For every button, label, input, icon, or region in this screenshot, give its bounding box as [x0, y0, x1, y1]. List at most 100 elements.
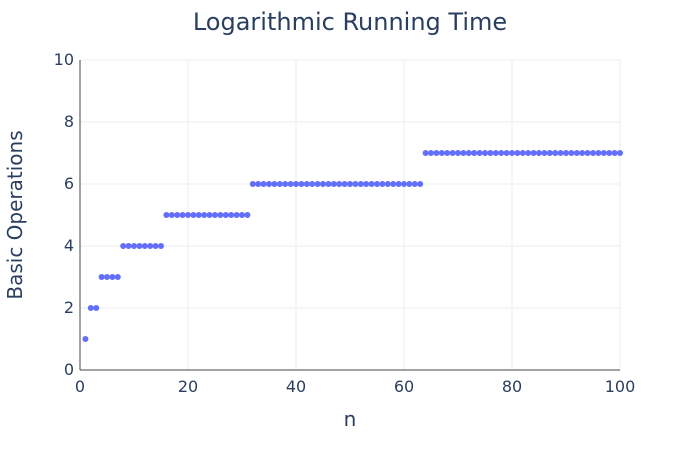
chart-title: Logarithmic Running Time	[193, 8, 507, 36]
data-point	[303, 181, 310, 187]
data-point	[249, 181, 256, 187]
data-point	[233, 212, 240, 218]
data-point	[455, 150, 461, 156]
data-point	[363, 181, 370, 187]
data-point	[557, 150, 564, 156]
data-point	[341, 181, 348, 187]
data-point	[573, 150, 580, 156]
data-point	[206, 212, 213, 218]
data-point	[168, 212, 175, 218]
data-point	[482, 150, 488, 156]
y-tick-label: 8	[64, 112, 74, 131]
data-point	[368, 181, 375, 187]
data-point	[428, 150, 434, 156]
data-point	[314, 181, 321, 187]
data-point	[487, 150, 494, 156]
grid-lines	[80, 59, 621, 370]
y-tick-label: 0	[64, 360, 74, 379]
data-point	[179, 212, 186, 218]
data-point	[287, 181, 294, 187]
data-point	[298, 181, 305, 187]
data-point	[244, 212, 251, 218]
data-point	[222, 212, 229, 218]
data-point	[87, 305, 94, 311]
data-point	[309, 181, 316, 187]
data-point	[406, 181, 413, 187]
data-point	[136, 243, 143, 249]
data-point	[606, 150, 613, 156]
data-point	[109, 274, 116, 280]
data-point	[330, 181, 337, 187]
data-point	[568, 150, 575, 156]
data-point	[104, 274, 110, 280]
data-point	[260, 181, 267, 187]
data-point	[617, 150, 623, 156]
data-point	[147, 243, 154, 249]
data-point	[433, 150, 440, 156]
data-point	[552, 150, 559, 156]
data-point	[584, 150, 591, 156]
data-point	[195, 212, 202, 218]
data-point	[476, 150, 483, 156]
data-point	[611, 150, 618, 156]
data-point	[546, 150, 553, 156]
data-point	[271, 181, 278, 187]
data-point	[293, 181, 299, 187]
data-points	[82, 150, 623, 342]
x-tick-label: 60	[394, 377, 414, 396]
x-tick-label: 0	[75, 377, 85, 396]
y-tick-label: 2	[64, 298, 74, 317]
data-point	[541, 150, 548, 156]
data-point	[239, 212, 245, 218]
data-point	[82, 336, 89, 342]
data-point	[141, 243, 148, 249]
data-point	[201, 212, 208, 218]
data-point	[276, 181, 283, 187]
data-point	[514, 150, 521, 156]
data-point	[255, 181, 262, 187]
data-point	[212, 212, 218, 218]
data-point	[417, 181, 424, 187]
data-point	[357, 181, 364, 187]
x-tick-label: 100	[605, 377, 636, 396]
data-point	[579, 150, 586, 156]
x-tick-label: 40	[286, 377, 306, 396]
data-point	[519, 150, 526, 156]
data-point	[525, 150, 532, 156]
data-point	[114, 274, 121, 280]
data-point	[600, 150, 607, 156]
data-point	[465, 150, 472, 156]
axes	[79, 60, 620, 371]
data-point	[503, 150, 510, 156]
data-point	[374, 181, 380, 187]
data-point	[93, 305, 100, 311]
data-point	[390, 181, 397, 187]
data-point	[228, 212, 235, 218]
data-point	[498, 150, 505, 156]
data-point	[174, 212, 181, 218]
data-point	[347, 181, 353, 187]
data-point	[131, 243, 137, 249]
data-point	[158, 243, 164, 249]
x-axis-title: n	[344, 407, 357, 431]
y-axis-title: Basic Operations	[3, 130, 27, 299]
data-point	[438, 150, 445, 156]
data-point	[320, 181, 326, 187]
data-point	[509, 150, 515, 156]
data-point	[590, 150, 596, 156]
data-point	[120, 243, 127, 249]
x-tick-label: 20	[178, 377, 198, 396]
data-point	[352, 181, 359, 187]
data-point	[336, 181, 343, 187]
data-point	[563, 150, 569, 156]
data-point	[190, 212, 197, 218]
data-point	[401, 181, 407, 187]
data-point	[266, 181, 272, 187]
data-point	[471, 150, 478, 156]
data-point	[444, 150, 451, 156]
data-point	[379, 181, 386, 187]
data-point	[98, 274, 105, 280]
tick-labels: 0 20 40 60 80 100 0 2 4 6 8 10	[54, 50, 636, 396]
